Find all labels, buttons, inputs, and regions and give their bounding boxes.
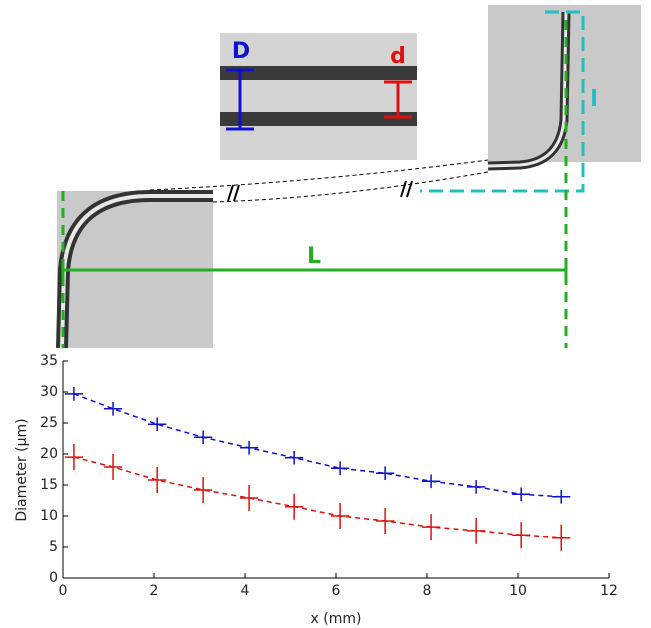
x-tick-label: 4 [241, 583, 250, 599]
tube-lumen [487, 11, 568, 168]
fit-line [73, 393, 562, 498]
y-tick-label: 5 [49, 539, 58, 555]
x-axis-label: x (mm) [311, 611, 362, 627]
diagram: D d l L [56, 5, 641, 349]
x-tick-label: 10 [509, 583, 527, 599]
break-mark [227, 180, 413, 202]
dashed-tube [212, 171, 489, 203]
label-l: l [590, 87, 598, 112]
inset-wall [220, 66, 417, 80]
label-D: D [232, 39, 250, 64]
inset-wall [220, 112, 417, 126]
y-tick-label: 10 [40, 508, 58, 524]
y-axis-label: Diameter (μm) [14, 418, 30, 521]
dashed-tube [149, 159, 489, 191]
y-tick-label: 15 [40, 477, 58, 493]
label-L: L [307, 244, 321, 269]
x-tick-label: 6 [332, 583, 341, 599]
y-tick-label: 20 [40, 446, 58, 462]
x-tick-label: 8 [423, 583, 432, 599]
label-d: d [390, 44, 406, 69]
tube-lumen [60, 194, 213, 349]
L-bar [61, 262, 568, 278]
inset [220, 33, 417, 160]
y-tick-label: 35 [40, 353, 58, 369]
fit-line [73, 456, 562, 539]
y-tick-label: 0 [49, 570, 58, 586]
d-bar [384, 80, 412, 119]
x-tick-label: 0 [59, 583, 68, 599]
l-bracket [420, 10, 585, 193]
x-tick-label: 12 [600, 583, 618, 599]
D-bar [226, 68, 254, 131]
x-tick-label: 2 [150, 583, 159, 599]
y-tick-label: 30 [40, 384, 58, 400]
y-tick-label: 25 [40, 415, 58, 431]
